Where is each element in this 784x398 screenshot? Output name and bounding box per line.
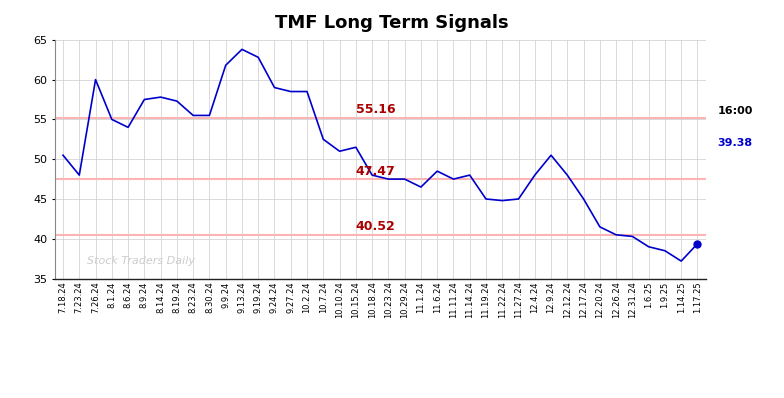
Text: 39.38: 39.38 (717, 138, 753, 148)
Text: 40.52: 40.52 (356, 220, 396, 233)
Text: 47.47: 47.47 (356, 164, 396, 178)
Text: TMF Long Term Signals: TMF Long Term Signals (275, 14, 509, 32)
Text: 55.16: 55.16 (356, 103, 395, 116)
Text: Stock Traders Daily: Stock Traders Daily (87, 256, 195, 266)
Text: 16:00: 16:00 (717, 106, 753, 117)
